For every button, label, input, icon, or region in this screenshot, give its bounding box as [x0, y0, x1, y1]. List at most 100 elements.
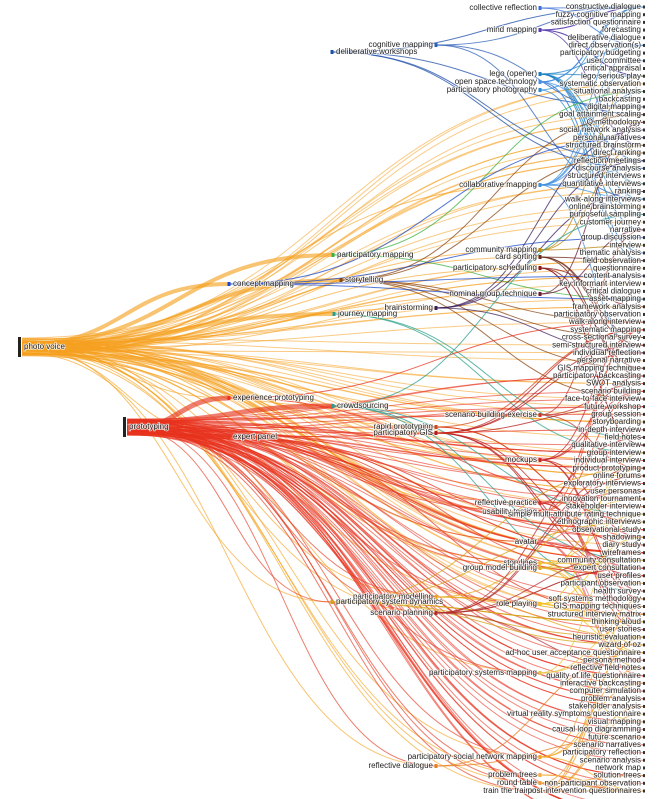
- method-label: innovation tournament: [562, 494, 642, 503]
- link: [228, 436, 644, 577]
- method-node: [643, 697, 645, 701]
- method-label: digital mapping: [587, 102, 641, 111]
- method-label: wizard of oz: [597, 640, 641, 649]
- link: [435, 129, 644, 309]
- hub-label: experience prototyping: [233, 393, 314, 402]
- method-label: simple multi-attribute rating technique: [508, 509, 642, 518]
- hub-node: [227, 435, 231, 439]
- method-label: participatory reflection: [563, 748, 641, 757]
- link: [21, 341, 644, 454]
- hub-node: [538, 266, 542, 270]
- method-label: situational analysis: [574, 87, 641, 96]
- link: [539, 73, 644, 231]
- hub-node: [538, 255, 542, 259]
- method-node: [643, 512, 645, 516]
- method-node: [643, 213, 645, 217]
- hub-label: scenario planning: [370, 608, 433, 617]
- method-label: forecasting: [602, 25, 641, 34]
- hub-label: participatory social network mapping: [408, 752, 537, 761]
- method-label: expert consultation: [574, 563, 641, 572]
- link: [21, 352, 437, 767]
- method-label: solution trees: [593, 771, 641, 780]
- method-label: discourse analysis: [576, 164, 641, 173]
- method-label: in-depth interview: [578, 425, 641, 434]
- method-label: non-participant observation: [544, 778, 641, 787]
- method-node: [643, 166, 645, 170]
- method-label: ad-hoc user acceptance questionnaire: [505, 648, 641, 657]
- method-label: scenario analysis: [580, 755, 641, 764]
- method-label: user personas: [590, 486, 641, 495]
- method-label: product prototyping: [573, 463, 642, 472]
- link: [539, 329, 644, 461]
- method-node: [643, 397, 645, 401]
- hub-label: storylines: [503, 558, 537, 567]
- link: [539, 256, 644, 377]
- link: [539, 383, 644, 416]
- method-node: [643, 474, 645, 478]
- link: [21, 347, 541, 758]
- hub-node: [538, 540, 542, 544]
- link: [539, 459, 644, 538]
- link: [331, 51, 644, 108]
- link: [539, 511, 644, 538]
- method-node: [643, 389, 645, 393]
- method-label: future workshop: [584, 402, 641, 411]
- method-node: [643, 766, 645, 770]
- method-label: direct ranking: [593, 148, 641, 157]
- method-label: diary study: [602, 540, 641, 549]
- hub-label: participatory photography: [447, 85, 537, 94]
- method-node: [643, 259, 645, 263]
- labels: photo voice prototyping collective reflect…: [23, 1, 642, 796]
- method-node: [643, 159, 645, 163]
- method-label: GIS mapping techniques: [553, 602, 641, 611]
- method-node: [643, 289, 645, 293]
- method-node: [643, 612, 645, 616]
- hub-node: [538, 773, 542, 777]
- method-node: [643, 643, 645, 647]
- link: [340, 279, 644, 323]
- hub-node: [331, 404, 335, 408]
- link: [126, 420, 644, 454]
- method-node: [643, 351, 645, 355]
- link: [340, 152, 644, 281]
- hub-node: [538, 789, 542, 793]
- method-node: [643, 205, 645, 209]
- method-label: individual interview: [574, 456, 641, 465]
- method-node: [643, 105, 645, 109]
- link: [21, 343, 644, 477]
- method-node: [643, 143, 645, 147]
- method-node: [643, 774, 645, 778]
- method-label: structured interview matrix: [548, 609, 641, 618]
- link: [539, 91, 644, 186]
- hub-node: [538, 566, 542, 570]
- link: [539, 89, 644, 262]
- hub-label: usability testing: [482, 507, 537, 516]
- link: [539, 6, 644, 186]
- hub-node: [227, 396, 231, 400]
- method-label: user committee: [586, 56, 641, 65]
- source-node: [18, 337, 21, 357]
- method-node: [643, 220, 645, 224]
- link: [21, 275, 644, 347]
- method-node: [643, 274, 645, 278]
- link: [539, 775, 644, 784]
- method-label: group discussion: [581, 233, 641, 242]
- link: [21, 353, 644, 423]
- method-node: [643, 605, 645, 609]
- hub-node: [331, 253, 335, 257]
- link: [539, 513, 644, 564]
- method-node: [643, 543, 645, 547]
- link: [332, 405, 644, 515]
- link: [340, 114, 644, 281]
- method-label: purposeful sampling: [569, 210, 641, 219]
- hub-label: train the trainer: [483, 786, 537, 795]
- method-label: online brainstorming: [569, 202, 641, 211]
- link: [539, 60, 644, 186]
- hub-label: avatar: [515, 537, 538, 546]
- link: [21, 121, 644, 339]
- method-label: critical appraisal: [584, 64, 642, 73]
- hub-label: scenario building exercise: [445, 410, 538, 419]
- link: [539, 329, 644, 513]
- method-label: soft systems methodology: [549, 594, 641, 603]
- method-label: cross-sectional survey: [562, 333, 641, 342]
